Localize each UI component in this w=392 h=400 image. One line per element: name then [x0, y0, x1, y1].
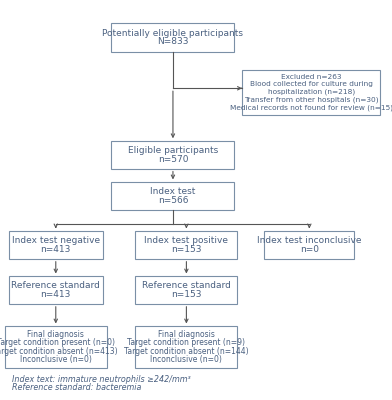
FancyBboxPatch shape: [242, 70, 380, 115]
Text: Index test: Index test: [150, 187, 196, 196]
Text: n=413: n=413: [41, 290, 71, 299]
FancyBboxPatch shape: [5, 326, 107, 368]
Text: Final diagnosis: Final diagnosis: [27, 330, 84, 339]
Text: Inconclusive (n=0): Inconclusive (n=0): [151, 355, 222, 364]
Text: hospitalization (n=218): hospitalization (n=218): [268, 89, 355, 96]
Text: Index text: immature neutrophils ≥242/mm³: Index text: immature neutrophils ≥242/mm…: [12, 375, 191, 384]
Text: n=0: n=0: [300, 245, 319, 254]
Text: Reference standard: bacteremia: Reference standard: bacteremia: [12, 383, 141, 392]
FancyBboxPatch shape: [136, 276, 237, 304]
Text: Index test negative: Index test negative: [12, 236, 100, 245]
Text: n=153: n=153: [171, 245, 201, 254]
Text: Transfer from other hospitals (n=30): Transfer from other hospitals (n=30): [244, 97, 379, 103]
Text: Blood collected for culture during: Blood collected for culture during: [250, 81, 373, 87]
Text: Eligible participants: Eligible participants: [128, 146, 218, 155]
Text: Final diagnosis: Final diagnosis: [158, 330, 215, 339]
FancyBboxPatch shape: [111, 182, 234, 210]
FancyBboxPatch shape: [9, 231, 103, 259]
FancyBboxPatch shape: [264, 231, 354, 259]
Text: Potentially eligible participants: Potentially eligible participants: [102, 28, 243, 38]
Text: n=153: n=153: [171, 290, 201, 299]
Text: n=413: n=413: [41, 245, 71, 254]
FancyBboxPatch shape: [136, 326, 237, 368]
Text: N=833: N=833: [157, 37, 189, 46]
Text: Target condition absent (n=413): Target condition absent (n=413): [0, 347, 118, 356]
Text: Index test positive: Index test positive: [144, 236, 229, 245]
FancyBboxPatch shape: [111, 23, 234, 52]
FancyBboxPatch shape: [9, 276, 103, 304]
FancyBboxPatch shape: [111, 141, 234, 169]
Text: Target condition present (n=9): Target condition present (n=9): [127, 338, 245, 347]
Text: n=566: n=566: [158, 196, 188, 205]
Text: Excluded n=263: Excluded n=263: [281, 74, 341, 80]
Text: Reference standard: Reference standard: [11, 281, 100, 290]
Text: Inconclusive (n=0): Inconclusive (n=0): [20, 355, 92, 364]
Text: Target condition present (n=0): Target condition present (n=0): [0, 338, 115, 347]
Text: Target condition absent (n=144): Target condition absent (n=144): [124, 347, 249, 356]
FancyBboxPatch shape: [136, 231, 237, 259]
Text: n=570: n=570: [158, 155, 188, 164]
Text: Index test inconclusive: Index test inconclusive: [257, 236, 361, 245]
Text: Medical records not found for review (n=15): Medical records not found for review (n=…: [230, 105, 392, 111]
Text: Reference standard: Reference standard: [142, 281, 231, 290]
